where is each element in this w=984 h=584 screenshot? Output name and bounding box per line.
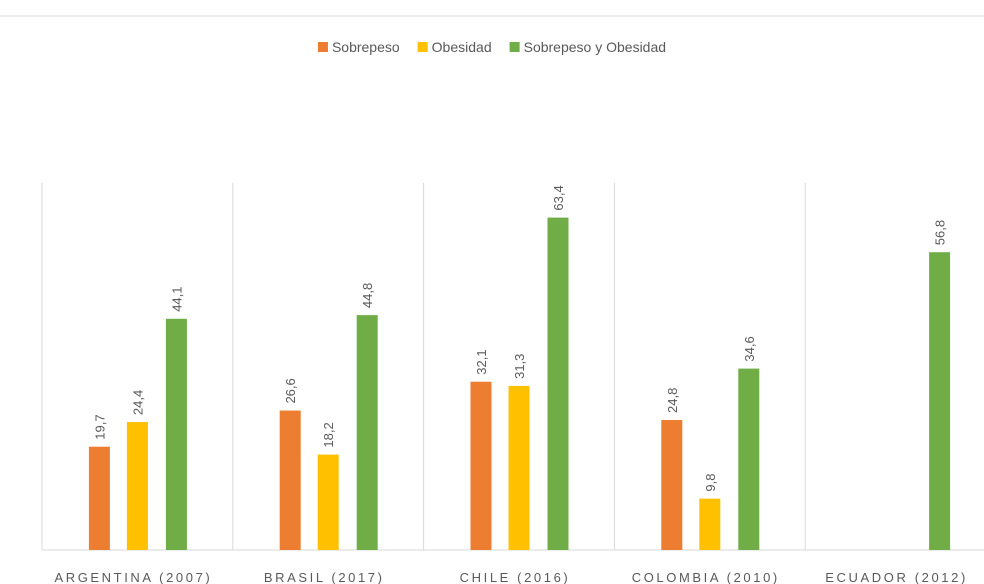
value-label: 32,1 [474, 349, 489, 374]
value-label: 24,4 [130, 390, 145, 415]
bar [279, 410, 301, 550]
x-tick-label: CHILE (2016) [460, 570, 571, 584]
x-tick-label: ARGENTINA (2007) [54, 570, 212, 584]
value-label: 31,3 [512, 354, 527, 379]
legend-label: Sobrepeso y Obesidad [524, 39, 666, 55]
value-label: 34,6 [742, 336, 757, 361]
bar [699, 498, 721, 550]
legend-label: Obesidad [432, 39, 492, 55]
bar [165, 318, 187, 550]
legend-item: Obesidad [417, 39, 492, 55]
bar [929, 252, 951, 550]
bar [470, 381, 492, 550]
legend-label: Sobrepeso [332, 39, 400, 55]
bar [88, 446, 110, 550]
bar [661, 419, 683, 550]
bar [738, 368, 760, 550]
x-tick-label: ECUADOR (2012) [825, 570, 968, 584]
legend: Sobrepeso Obesidad Sobrepeso y Obesidad [317, 39, 666, 55]
bar [547, 217, 569, 551]
value-label: 56,8 [933, 220, 948, 245]
value-label: 44,8 [360, 283, 375, 308]
legend-item: Sobrepeso [317, 39, 400, 55]
legend-item: Sobrepeso y Obesidad [509, 39, 666, 55]
bar [317, 454, 339, 550]
x-tick-label: COLOMBIA (2010) [632, 570, 780, 584]
bar [126, 422, 148, 550]
bar [356, 315, 378, 550]
value-label: 63,4 [551, 185, 566, 210]
legend-swatch [417, 42, 428, 52]
value-label: 18,2 [321, 422, 336, 447]
x-tick-label: BRASIL (2017) [264, 570, 385, 584]
value-label: 24,8 [665, 388, 680, 413]
legend-swatch [509, 42, 520, 52]
value-label: 26,6 [283, 378, 298, 403]
legend-swatch [317, 42, 328, 52]
value-label: 44,1 [169, 286, 184, 311]
bar [508, 385, 530, 550]
value-label: 19,7 [92, 414, 107, 439]
value-label: 9,8 [703, 474, 718, 492]
